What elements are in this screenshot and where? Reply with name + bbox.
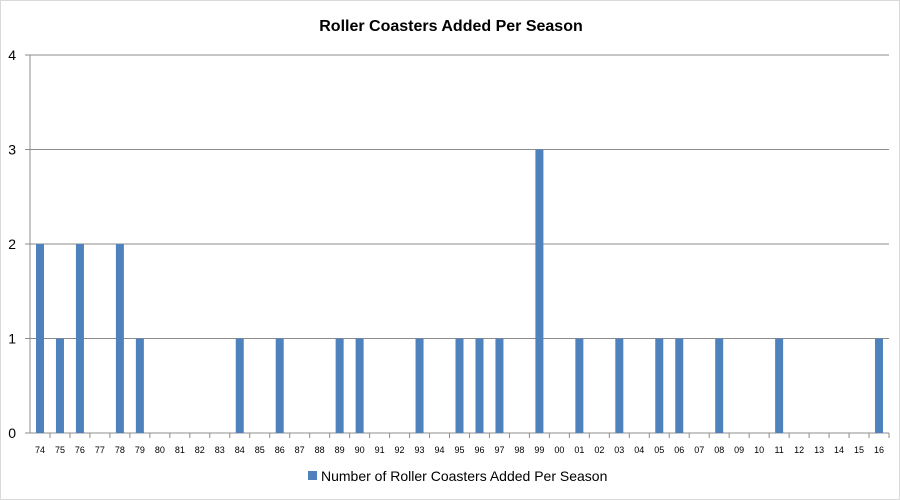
- gridlines: [30, 54, 889, 339]
- x-tick-label: 88: [315, 445, 325, 455]
- y-tick-label: 2: [8, 236, 16, 252]
- bar: [575, 338, 584, 433]
- bar: [675, 338, 684, 433]
- x-tick-label: 75: [55, 445, 65, 455]
- x-axis: 74 75 76 77 78 79 80 81 82 83 84 85 86 87 88 89 90 91 92 93…: [30, 432, 890, 455]
- bar: [135, 338, 144, 433]
- bar: [455, 338, 464, 433]
- x-tick-label: 92: [395, 445, 405, 455]
- x-tick-label: 74: [35, 445, 45, 455]
- x-tick-label: 00: [554, 445, 564, 455]
- x-tick-label: 84: [235, 445, 245, 455]
- y-tick-label: 3: [8, 142, 16, 158]
- x-tick-label: 05: [654, 445, 664, 455]
- x-tick-label: 14: [834, 445, 844, 455]
- x-tick-label: 82: [195, 445, 205, 455]
- x-tick-label: 16: [874, 445, 884, 455]
- bar: [355, 338, 364, 433]
- bar: [55, 338, 64, 433]
- x-tick-label: 81: [175, 445, 185, 455]
- x-tick-label: 89: [335, 445, 345, 455]
- y-axis: 0 1 2 3 4: [8, 47, 31, 441]
- bar: [75, 244, 84, 433]
- x-tick-label: 99: [534, 445, 544, 455]
- bar: [615, 338, 624, 433]
- bar: [535, 149, 544, 433]
- x-tick-label: 95: [454, 445, 464, 455]
- x-tick-label: 12: [794, 445, 804, 455]
- bar: [495, 338, 504, 433]
- x-tick-label: 77: [95, 445, 105, 455]
- bar: [475, 338, 484, 433]
- x-tick-label: 01: [574, 445, 584, 455]
- x-tick-label: 02: [594, 445, 604, 455]
- y-tick-label: 1: [8, 331, 16, 347]
- bar: [115, 244, 124, 433]
- x-tick-label: 04: [634, 445, 644, 455]
- x-tick-label: 86: [275, 445, 285, 455]
- x-tick-label: 79: [135, 445, 145, 455]
- x-tick-label: 94: [435, 445, 445, 455]
- x-tick-label: 07: [694, 445, 704, 455]
- x-tick-label: 10: [754, 445, 764, 455]
- bar: [35, 244, 44, 433]
- x-tick-label: 87: [295, 445, 305, 455]
- bars: [35, 149, 884, 433]
- x-tick-label: 09: [734, 445, 744, 455]
- legend-swatch: [308, 471, 317, 480]
- bar: [875, 338, 884, 433]
- y-tick-label: 4: [8, 47, 16, 63]
- x-tick-label: 91: [375, 445, 385, 455]
- x-tick-label: 78: [115, 445, 125, 455]
- bar: [415, 338, 424, 433]
- x-tick-label: 06: [674, 445, 684, 455]
- chart-title: Roller Coasters Added Per Season: [319, 18, 583, 35]
- bar: [715, 338, 724, 433]
- legend-label: Number of Roller Coasters Added Per Seas…: [321, 468, 607, 484]
- x-tick-label: 85: [255, 445, 265, 455]
- bar: [775, 338, 784, 433]
- x-tick-label: 97: [494, 445, 504, 455]
- bar: [655, 338, 664, 433]
- x-tick-label: 13: [814, 445, 824, 455]
- x-tick-label: 03: [614, 445, 624, 455]
- x-tick-label: 90: [355, 445, 365, 455]
- bar: [335, 338, 344, 433]
- x-tick-label: 11: [774, 445, 783, 455]
- x-tick-label: 83: [215, 445, 225, 455]
- x-tick-label: 80: [155, 445, 165, 455]
- x-tick-label: 93: [415, 445, 425, 455]
- bar: [275, 338, 284, 433]
- x-tick-label: 98: [514, 445, 524, 455]
- y-tick-label: 0: [8, 425, 16, 441]
- x-tick-label: 15: [854, 445, 864, 455]
- legend: Number of Roller Coasters Added Per Seas…: [308, 468, 607, 484]
- x-tick-label: 96: [474, 445, 484, 455]
- bar: [235, 338, 244, 433]
- x-tick-label: 76: [75, 445, 85, 455]
- x-tick-label: 08: [714, 445, 724, 455]
